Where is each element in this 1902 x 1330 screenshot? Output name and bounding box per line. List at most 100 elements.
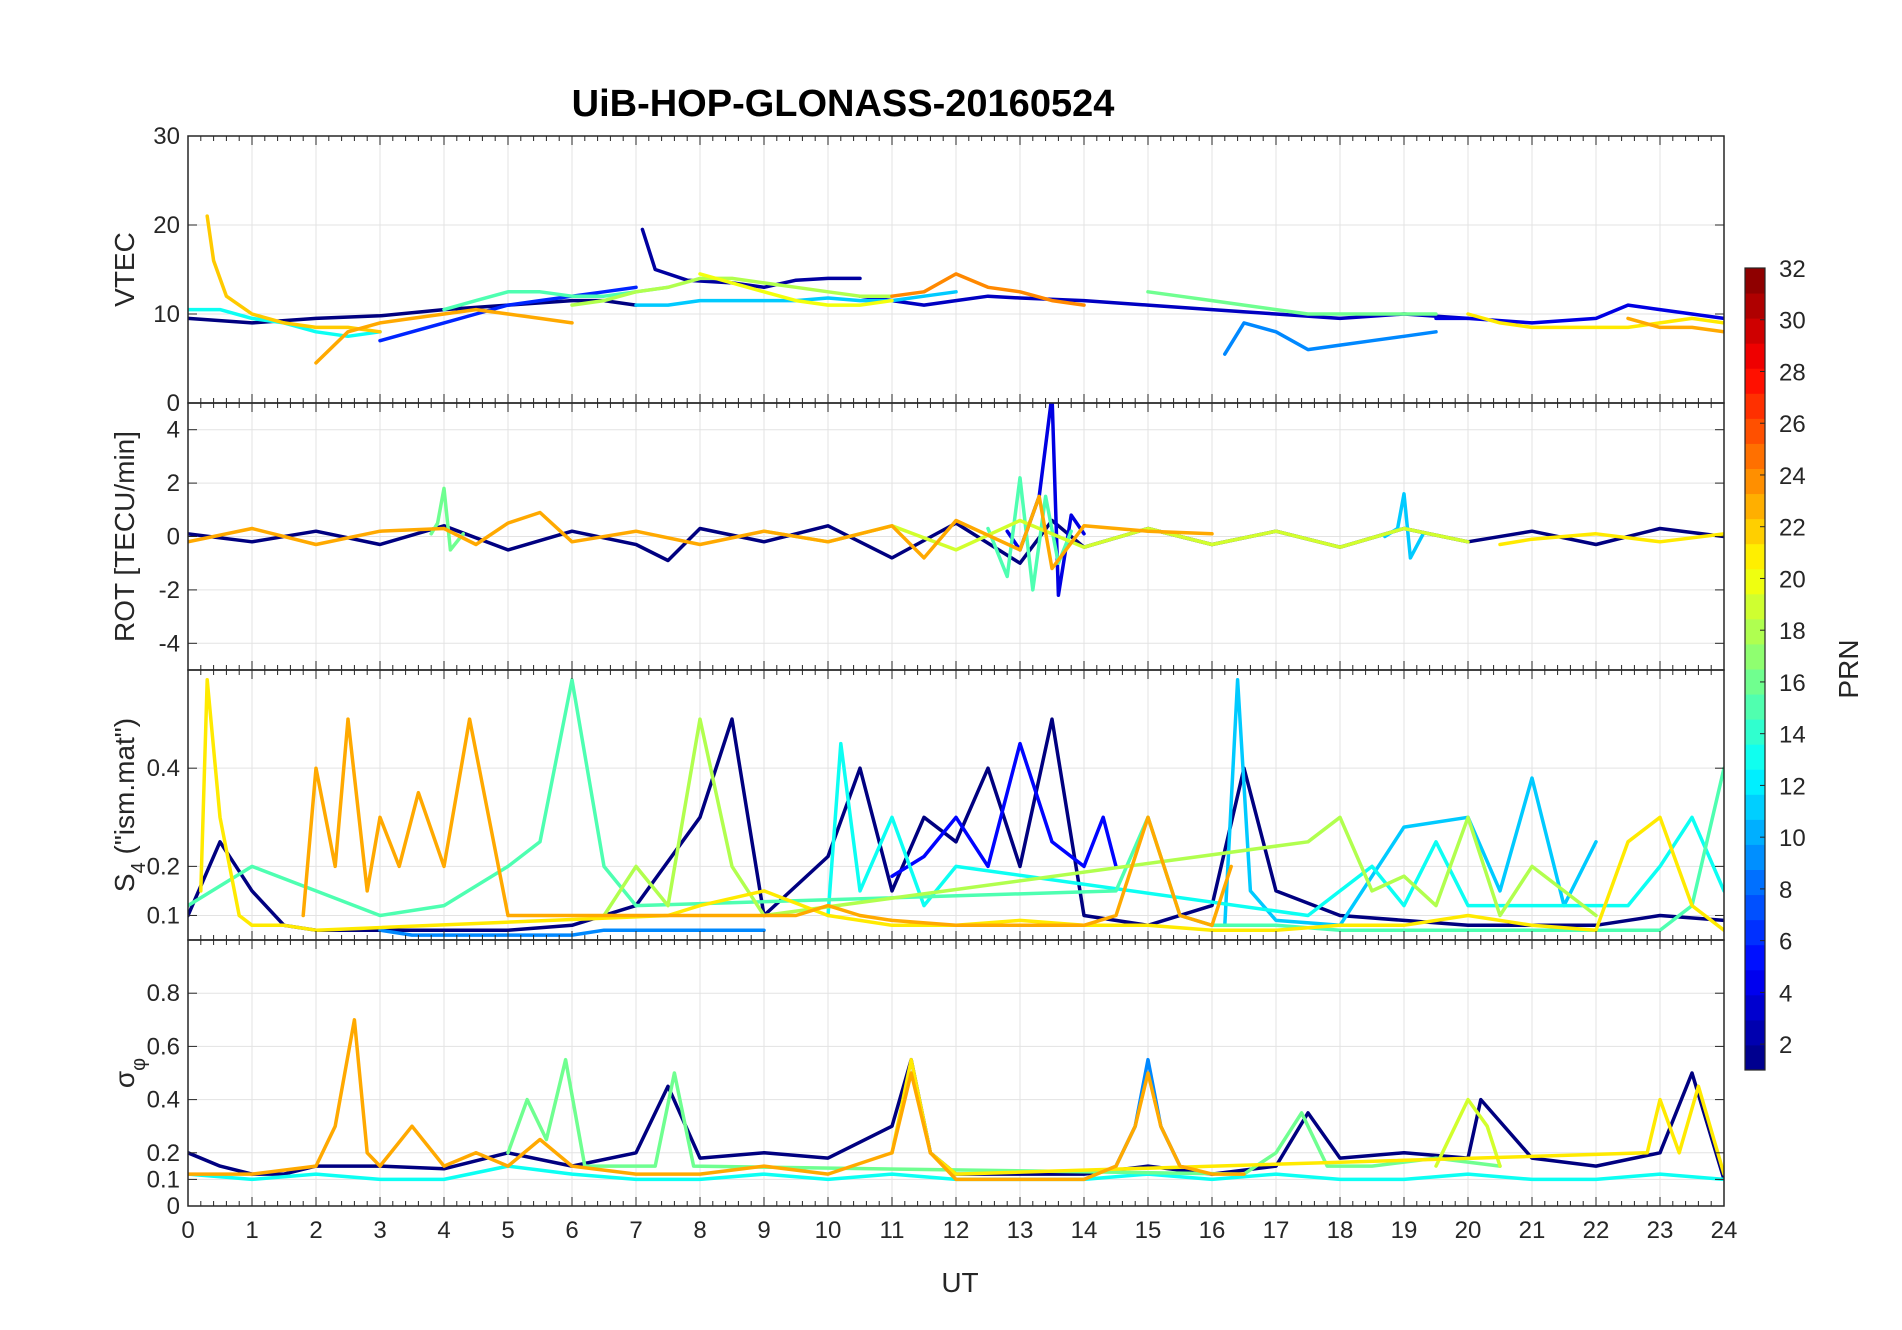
colorbar-swatch <box>1745 1019 1765 1046</box>
y-axis-label: S4 ("ism.mat") <box>109 718 150 892</box>
series-prn-3 <box>858 294 1470 321</box>
colorbar-tick-label: 6 <box>1779 929 1792 956</box>
colorbar-swatch <box>1745 343 1765 369</box>
series-prn-1 <box>188 717 1724 932</box>
colorbar-swatch <box>1745 744 1765 770</box>
colorbar-tick-label: 32 <box>1779 256 1806 283</box>
x-tick-label: 6 <box>565 1217 578 1244</box>
colorbar-swatch <box>1745 994 1765 1021</box>
y-tick-label: 0.6 <box>147 1033 180 1060</box>
series-prn-21 <box>1466 312 1724 330</box>
series-prn-20 <box>698 272 894 307</box>
colorbar-swatch <box>1745 318 1765 344</box>
minor-ticks <box>187 940 1725 1206</box>
x-tick-label: 24 <box>1711 1217 1738 1244</box>
y-axis-label: ROT [TECU/min] <box>109 431 140 642</box>
y-tick-label: 0.1 <box>147 1166 180 1193</box>
colorbar-tick-label: 4 <box>1779 980 1792 1007</box>
series-prn-23 <box>1626 316 1724 334</box>
x-tick-label: 23 <box>1647 1217 1674 1244</box>
series-group <box>188 403 1724 597</box>
series-prn-21 <box>199 678 1724 932</box>
x-tick-label: 5 <box>501 1217 514 1244</box>
colorbar-swatch <box>1745 268 1765 294</box>
x-tick-label: 19 <box>1391 1217 1418 1244</box>
series-prn-2 <box>640 227 862 290</box>
series-prn-16 <box>429 486 465 552</box>
colorbar-tick-label: 18 <box>1779 618 1806 645</box>
colorbar-swatch <box>1745 794 1765 820</box>
colorbar-frame <box>1744 267 1766 1071</box>
series-group <box>188 678 1724 937</box>
series-prn-13 <box>826 741 1724 918</box>
series-prn-23 <box>314 307 574 365</box>
y-tick-label: 10 <box>153 301 180 328</box>
colorbar-swatch <box>1745 694 1765 720</box>
colorbar-swatch <box>1745 368 1765 394</box>
colorbar-swatch <box>1745 1044 1765 1071</box>
series-prn-18 <box>602 717 1598 918</box>
series-prn-19 <box>1434 1097 1502 1168</box>
colorbar-tick-label: 30 <box>1779 308 1806 335</box>
colorbar-swatch <box>1745 418 1765 444</box>
x-tick-label: 20 <box>1455 1217 1482 1244</box>
colorbar-tick-label: 28 <box>1779 359 1806 386</box>
series-prn-11 <box>1223 678 1598 928</box>
colorbar-swatch <box>1745 719 1765 745</box>
colorbar-swatch <box>1745 969 1765 996</box>
y-tick-label: 20 <box>153 212 180 239</box>
colorbar-swatch <box>1745 769 1765 795</box>
colorbar-swatch <box>1745 643 1765 670</box>
x-tick-label: 21 <box>1519 1217 1546 1244</box>
series-prn-6 <box>378 285 638 343</box>
colorbar-tick-label: 20 <box>1779 566 1806 593</box>
y-tick-label: 0.8 <box>147 980 180 1007</box>
x-tick-label: 15 <box>1135 1217 1162 1244</box>
x-tick-label: 3 <box>373 1217 386 1244</box>
minor-ticks <box>187 136 1725 403</box>
colorbar-swatch <box>1745 894 1765 921</box>
colorbar-swatch <box>1745 844 1765 870</box>
series-prn-4 <box>1434 303 1724 325</box>
colorbar-swatch <box>1745 443 1765 469</box>
colorbar-swatch <box>1745 293 1765 319</box>
y-tick-label: 0.1 <box>147 902 180 929</box>
chart-title: UiB-HOP-GLONASS-20160524 <box>572 83 1115 125</box>
minor-ticks <box>187 403 1725 670</box>
colorbar-swatch <box>1745 543 1765 570</box>
series-prn-18 <box>570 276 894 307</box>
series-prn-9 <box>1223 321 1438 356</box>
colorbar-swatch <box>1745 944 1765 971</box>
y-tick-label: 0 <box>167 390 180 417</box>
series-prn-21 <box>1498 532 1724 547</box>
series-prn-23 <box>188 1018 1246 1182</box>
colorbar-label: PRN <box>1833 639 1864 698</box>
colorbar-tick-label: 2 <box>1779 1032 1792 1059</box>
series-prn-15 <box>986 476 1073 592</box>
series-group <box>188 214 1724 365</box>
x-tick-label: 11 <box>880 1217 905 1244</box>
y-tick-label: 0 <box>167 1193 180 1220</box>
y-tick-label: 4 <box>167 417 180 444</box>
x-tick-label: 14 <box>1071 1217 1098 1244</box>
x-tick-label: 22 <box>1583 1217 1610 1244</box>
minor-ticks <box>187 670 1725 940</box>
x-tick-label: 10 <box>815 1217 842 1244</box>
colorbar-swatch <box>1745 919 1765 946</box>
colorbar-swatch <box>1745 618 1765 645</box>
x-tick-label: 18 <box>1327 1217 1354 1244</box>
x-axis-label: UT <box>941 1267 978 1298</box>
colorbar-swatch <box>1745 393 1765 419</box>
colorbar-tick-label: 26 <box>1779 411 1806 438</box>
x-tick-label: 0 <box>181 1217 194 1244</box>
x-tick-label: 4 <box>437 1217 450 1244</box>
colorbar-tick-label: 22 <box>1779 515 1806 542</box>
series-prn-24 <box>890 272 1086 307</box>
panel-2: -4 -2 0 2 4 ROT [TECU/min] <box>109 402 1725 671</box>
colorbar-tick-label: 14 <box>1779 722 1806 749</box>
colorbar-swatch <box>1745 493 1765 520</box>
